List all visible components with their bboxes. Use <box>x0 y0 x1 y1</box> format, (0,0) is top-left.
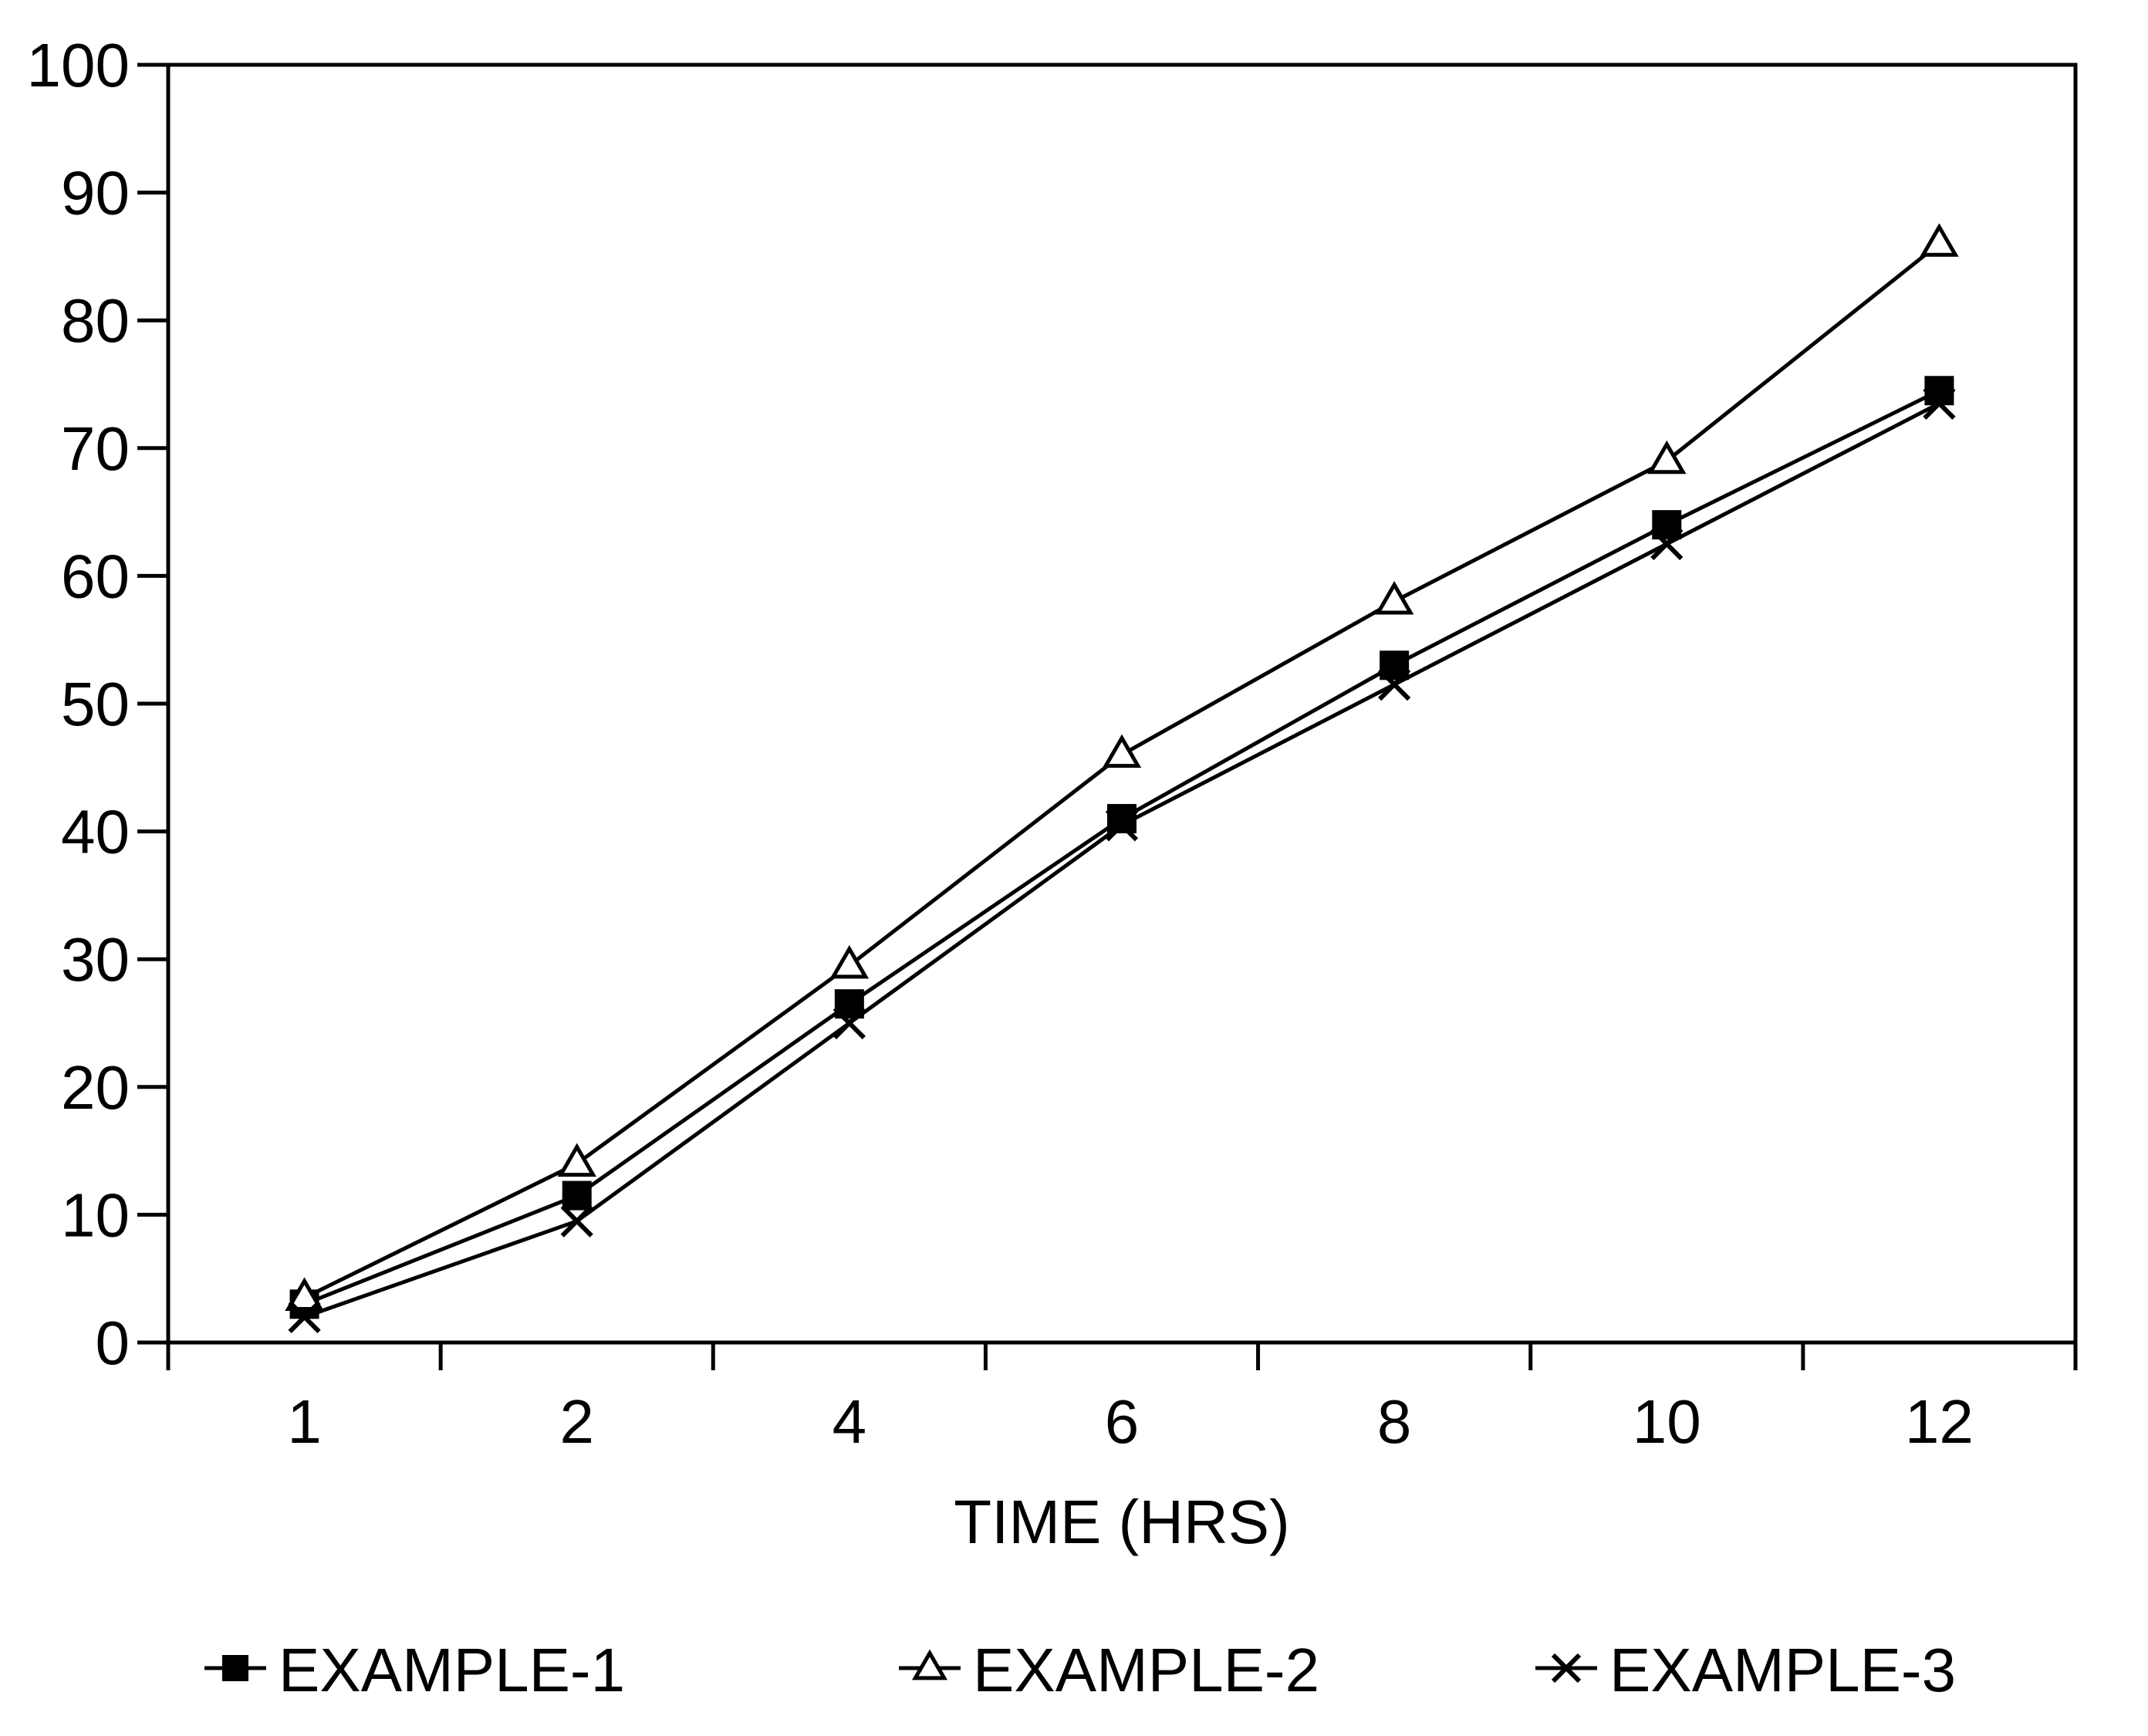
legend-item: EXAMPLE-3 <box>1535 1636 1956 1704</box>
series-3 <box>290 389 1954 1332</box>
x-tick-label: 2 <box>559 1387 594 1456</box>
legend-marker <box>915 1653 944 1678</box>
series-line <box>305 390 1940 1304</box>
legend: EXAMPLE-1 EXAMPLE-2 EXAMPLE-3 <box>204 1636 1956 1704</box>
y-tick-label: 0 <box>96 1309 130 1377</box>
legend-label: EXAMPLE-3 <box>1609 1636 1956 1704</box>
y-tick-label: 100 <box>27 31 130 100</box>
y-tick-label: 10 <box>61 1180 130 1249</box>
series-layer <box>289 227 1956 1332</box>
x-tick-label: 6 <box>1105 1387 1140 1456</box>
x-tick-label: 8 <box>1377 1387 1412 1456</box>
x-axis-title: TIME (HRS) <box>954 1488 1290 1556</box>
data-point <box>1106 738 1138 766</box>
data-point <box>561 1147 593 1175</box>
data-point <box>1378 585 1410 613</box>
x-tick-label: 1 <box>287 1387 322 1456</box>
series-line <box>305 244 1940 1298</box>
y-tick-label: 60 <box>61 542 130 610</box>
y-tick-label: 30 <box>61 925 130 994</box>
x-tick-label: 10 <box>1633 1387 1701 1456</box>
x-tick-label: 4 <box>833 1387 867 1456</box>
data-point <box>1923 227 1956 255</box>
data-point <box>1650 444 1683 472</box>
legend-item: EXAMPLE-1 <box>204 1636 625 1704</box>
series-1 <box>290 376 1954 1319</box>
y-tick-label: 80 <box>61 286 130 355</box>
plot-frame <box>168 65 2075 1343</box>
y-tick-label: 50 <box>61 670 130 738</box>
x-tick-label: 12 <box>1905 1387 1974 1456</box>
data-point <box>833 949 866 977</box>
legend-label: EXAMPLE-2 <box>973 1636 1319 1704</box>
y-tick-label: 40 <box>61 798 130 866</box>
legend-label: EXAMPLE-1 <box>279 1636 625 1704</box>
series-line <box>305 404 1940 1317</box>
series-2 <box>289 227 1956 1309</box>
data-point <box>562 1181 592 1211</box>
y-tick-label: 90 <box>61 159 130 228</box>
y-tick-label: 70 <box>61 414 130 483</box>
y-tick-label: 20 <box>61 1053 130 1122</box>
legend-marker <box>222 1655 248 1681</box>
plot-axes: 0102030405060708090100124681012 <box>27 31 2075 1456</box>
legend-item: EXAMPLE-2 <box>899 1636 1319 1704</box>
data-point <box>562 1207 592 1236</box>
